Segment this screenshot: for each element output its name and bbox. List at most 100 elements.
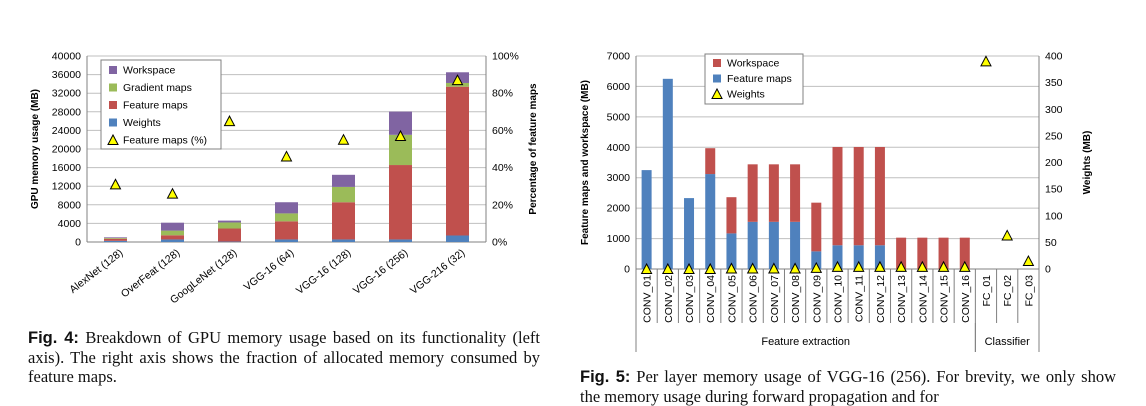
y-tick-label: 3000 (607, 172, 631, 184)
legend-label: Workspace (727, 58, 779, 70)
y-tick-label: 0 (75, 237, 81, 249)
caption-fig4: Fig. 4: Breakdown of GPU memory usage ba… (28, 328, 540, 386)
bar-workspace (748, 164, 758, 222)
y-tick-label: 28000 (52, 106, 81, 118)
bar-workspace (875, 147, 885, 245)
y-axis-title: GPU memory usage (MB) (30, 89, 41, 209)
caption-fig5: Fig. 5: Per layer memory usage of VGG-16… (580, 367, 1116, 406)
x-tick-label: VGG-216 (32) (408, 247, 467, 297)
x-tick-label: FC_03 (1023, 275, 1035, 307)
bar-workspace (854, 147, 864, 245)
bar-weights (446, 235, 469, 242)
y2-tick-label: 350 (1045, 77, 1063, 89)
y2-tick-label: 50 (1045, 237, 1057, 249)
x-tick-label: AlexNet (128) (67, 247, 125, 296)
y-tick-label: 4000 (58, 218, 82, 230)
group-label: Feature extraction (761, 336, 850, 348)
bar-workspace (790, 164, 800, 222)
bar-workspace (218, 221, 241, 223)
y2-tick-label: 300 (1045, 104, 1063, 116)
y-tick-label: 8000 (58, 199, 82, 211)
marker-feature-maps-pct (168, 189, 178, 199)
y-axis-title: Feature maps and workspace (MB) (580, 80, 591, 245)
y2-tick-label: 100 (1045, 210, 1063, 222)
y-tick-label: 24000 (52, 125, 81, 137)
bar-weights (389, 239, 412, 242)
x-tick-label: VGG-16 (64) (242, 247, 297, 293)
y-tick-label: 7000 (607, 51, 631, 63)
bar-gradient-maps (161, 231, 184, 236)
y2-tick-label: 0% (492, 237, 507, 249)
x-tick-label: CONV_14 (917, 275, 929, 323)
group-label: Classifier (985, 336, 1031, 348)
marker-weights (981, 56, 991, 65)
legend-label: Feature maps (727, 73, 792, 85)
bar-feature-maps (642, 170, 652, 269)
x-tick-label: CONV_05 (726, 275, 738, 323)
marker-weights (1002, 230, 1012, 240)
x-tick-label: VGG-16 (256) (351, 247, 410, 297)
x-tick-label: CONV_11 (854, 275, 866, 322)
x-tick-label: CONV_04 (705, 275, 717, 323)
x-tick-label: CONV_03 (684, 275, 696, 323)
chart-gpu-memory-breakdown: 0 4000 8000 12000 16000 20000 24000 28000 32000 3… (30, 51, 539, 307)
caption-fig5-text: Per layer memory usage of VGG-16 (256). … (580, 367, 1116, 406)
y-tick-label: 16000 (52, 162, 81, 174)
bar-gradient-maps (275, 213, 298, 221)
bar-feature-maps (748, 222, 758, 269)
bar-feature-maps (275, 221, 298, 239)
x-tick-label: VGG-16 (128) (294, 247, 353, 297)
y2-tick-label: 250 (1045, 130, 1063, 142)
y2-tick-label: 200 (1045, 157, 1063, 169)
legend-swatch (109, 84, 117, 92)
legend-swatch (109, 119, 117, 127)
x-tick-label: CONV_02 (663, 275, 675, 323)
y-tick-label: 5000 (607, 111, 631, 123)
bar-gradient-maps (104, 238, 127, 239)
x-tick-label: CONV_01 (642, 275, 654, 323)
y-tick-label: 40000 (52, 51, 81, 63)
y-tick-label: 0 (624, 264, 630, 276)
y2-axis-title: Percentage of feature maps (528, 83, 539, 215)
legend-label: Workspace (123, 65, 175, 77)
bar-feature-maps (684, 198, 694, 269)
y2-axis-title: Weights (MB) (1082, 131, 1093, 195)
bar-workspace (833, 147, 843, 245)
y2-tick-label: 80% (492, 88, 513, 100)
bar-workspace (769, 164, 779, 222)
bar-feature-maps (790, 222, 800, 269)
bar-workspace (726, 197, 736, 233)
bar-weights (161, 239, 184, 242)
x-tick-label: FC_01 (981, 275, 993, 307)
caption-fig4-text: Breakdown of GPU memory usage based on i… (28, 328, 540, 386)
y-tick-label: 12000 (52, 181, 81, 193)
y-tick-label: 20000 (52, 144, 81, 156)
legend-label: Weights (123, 117, 161, 129)
bar-feature-maps (389, 165, 412, 239)
y-tick-label: 1000 (607, 233, 631, 245)
legend-swatch (713, 75, 721, 83)
x-tick-label: FC_02 (1002, 275, 1014, 307)
x-tick-label: CONV_12 (875, 275, 887, 323)
legend-label: Feature maps (%) (123, 135, 207, 147)
x-tick-label: CONV_09 (811, 275, 823, 323)
caption-fig5-label: Fig. 5: (580, 368, 630, 386)
x-tick-label: CONV_15 (939, 275, 951, 323)
bar-workspace (332, 175, 355, 187)
x-tick-label: CONV_10 (833, 275, 845, 323)
y-tick-label: 32000 (52, 88, 81, 100)
x-tick-label: CONV_08 (790, 275, 802, 323)
bar-workspace (275, 202, 298, 213)
y2-tick-label: 40% (492, 162, 513, 174)
bar-feature-maps (769, 222, 779, 269)
bar-feature-maps (218, 229, 241, 242)
legend-swatch (109, 66, 117, 74)
y-tick-label: 36000 (52, 69, 81, 81)
bar-workspace (705, 148, 715, 174)
legend-label: Gradient maps (123, 82, 192, 94)
legend-swatch (713, 59, 721, 67)
x-tick-label: CONV_06 (748, 275, 760, 323)
marker-weights (1023, 256, 1033, 266)
